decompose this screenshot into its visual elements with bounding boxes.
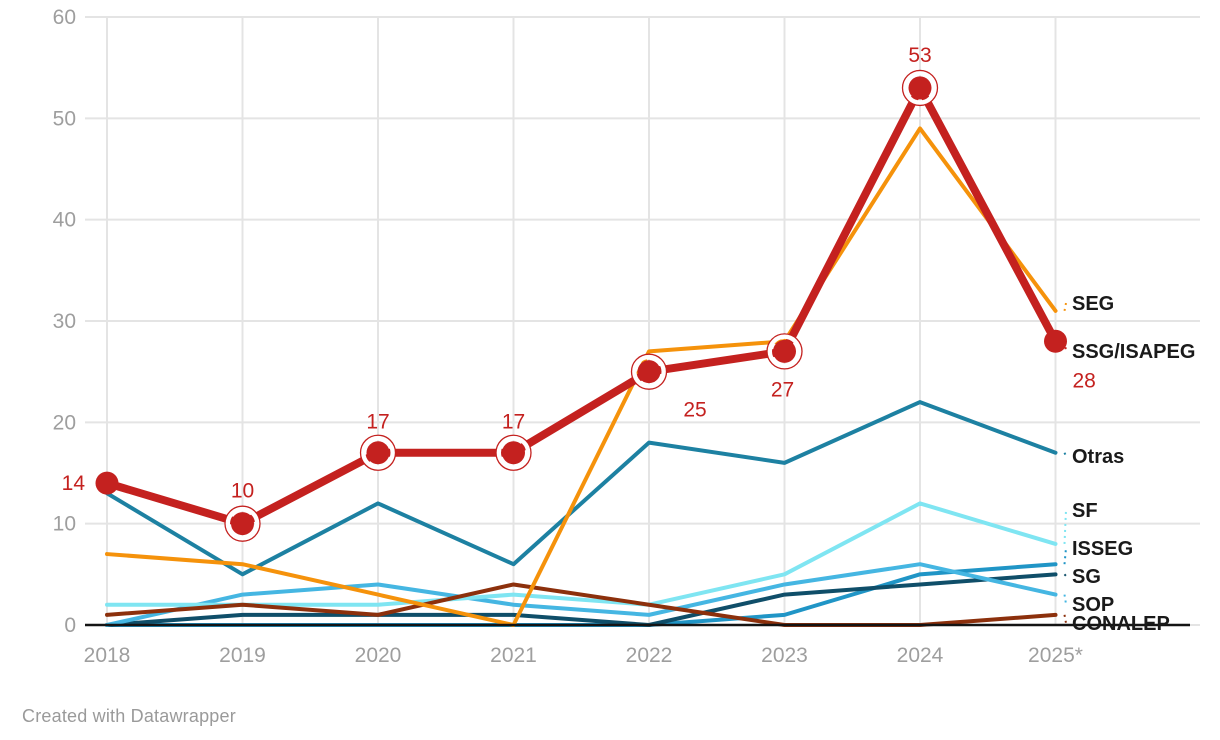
x-axis-tick-label: 2025* xyxy=(1028,644,1083,667)
value-label: 17 xyxy=(366,411,389,434)
data-point-ssg-isapeg-2024[interactable] xyxy=(908,76,932,100)
line-otras xyxy=(105,400,1058,577)
point-halo xyxy=(631,354,667,390)
y-axis-tick-label: 10 xyxy=(53,513,76,536)
legend-connector xyxy=(1063,302,1067,312)
legend-connector xyxy=(1063,452,1067,457)
legend-connector xyxy=(1063,341,1067,352)
legend-label-isseg: ISSEG xyxy=(1072,538,1133,560)
y-axis-tick-label: 30 xyxy=(53,310,76,333)
series-lines xyxy=(103,83,1060,627)
data-point-ssg-isapeg-2018[interactable] xyxy=(95,471,119,495)
y-axis-tick-label: 20 xyxy=(53,411,76,434)
point-ring xyxy=(630,353,668,390)
point-ring xyxy=(495,434,532,471)
x-axis-tick-label: 2022 xyxy=(626,644,673,667)
x-axis-tick-label: 2018 xyxy=(84,644,131,667)
y-axis-tick-label: 50 xyxy=(53,107,76,130)
legend-connector xyxy=(1063,594,1067,605)
value-label: 14 xyxy=(62,472,86,495)
x-axis-tick-label: 2021 xyxy=(490,644,537,667)
legend-connector xyxy=(1063,509,1067,544)
data-point-ssg-isapeg-2023[interactable] xyxy=(773,339,796,363)
y-axis-tick-label: 60 xyxy=(53,6,76,29)
x-axis: 2018 2019 2020 2021 2022 2023 2024 2025* xyxy=(84,644,1083,667)
legend-label-seg: SEG xyxy=(1072,293,1114,315)
point-halo xyxy=(902,70,938,106)
data-point-ssg-isapeg-2025[interactable] xyxy=(1044,329,1067,353)
legend-label-ssg-isapeg: SSG/ISAPEG xyxy=(1072,341,1195,363)
value-labels: 14 10 17 17 25 27 53 28 xyxy=(62,44,1096,503)
line-sg xyxy=(105,572,1058,627)
legend-label-sg: SG xyxy=(1072,566,1101,588)
y-axis-tick-label: 40 xyxy=(53,209,76,232)
point-halo xyxy=(360,435,396,471)
x-axis-tick-label: 2019 xyxy=(219,644,266,667)
y-axis-tick-label: 0 xyxy=(64,614,76,637)
datawrapper-credit: Created with Datawrapper xyxy=(22,706,236,726)
x-axis-tick-label: 2020 xyxy=(355,644,402,667)
point-halo xyxy=(767,333,802,369)
x-axis-tick-label: 2023 xyxy=(761,644,808,667)
point-ring xyxy=(766,333,803,370)
legend-label-sop: SOP xyxy=(1072,594,1114,616)
legend-connector xyxy=(1063,614,1067,624)
y-axis: 0 10 20 30 40 50 60 xyxy=(53,6,76,637)
value-label: 27 xyxy=(771,378,794,401)
legend-connector xyxy=(1063,547,1067,565)
data-point-ssg-isapeg-2020[interactable] xyxy=(366,441,390,465)
data-point-ssg-isapeg-2019[interactable] xyxy=(231,512,254,536)
line-seg xyxy=(105,126,1058,627)
legend-connector xyxy=(1063,573,1067,577)
highlight-points xyxy=(95,69,1067,542)
value-label: 10 xyxy=(231,480,254,503)
legend-label-sf: SF xyxy=(1072,500,1098,522)
chart-svg: 0 10 20 30 40 50 60 2018 2019 2020 2021 2022 2023 202… xyxy=(53,6,1200,667)
legend-label-conalep: CONALEP xyxy=(1072,613,1170,635)
point-halo xyxy=(225,506,260,542)
value-label: 25 xyxy=(683,399,706,422)
legend-label-otras: Otras xyxy=(1072,446,1124,468)
line-chart: 0 10 20 30 40 50 60 2018 2019 2020 2021 2022 2023 202… xyxy=(53,6,1200,667)
point-ring xyxy=(901,69,939,107)
data-point-ssg-isapeg-2021[interactable] xyxy=(502,441,525,465)
value-label: 17 xyxy=(502,411,525,434)
value-label: 28 xyxy=(1073,369,1096,392)
point-ring xyxy=(359,434,397,471)
value-label: 53 xyxy=(908,44,931,67)
line-ssg-isapeg xyxy=(103,83,1060,528)
data-point-ssg-isapeg-2022[interactable] xyxy=(637,360,661,384)
x-axis-tick-label: 2024 xyxy=(897,644,944,667)
line-sop xyxy=(105,562,1058,627)
point-halo xyxy=(496,435,531,471)
point-ring xyxy=(224,505,261,542)
gridlines xyxy=(85,16,1200,626)
